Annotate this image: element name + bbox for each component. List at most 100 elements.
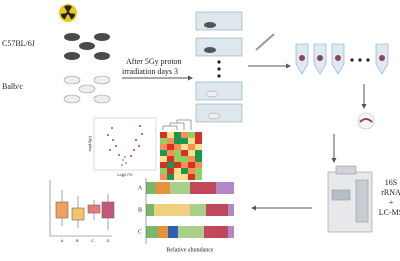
heatmap-cell bbox=[181, 132, 188, 138]
heatmap-cell bbox=[195, 156, 202, 162]
instrument-part bbox=[335, 165, 357, 175]
cages-part bbox=[195, 81, 243, 101]
analysis-text: rRNA bbox=[381, 188, 400, 197]
volcano-plot-part-part bbox=[135, 139, 137, 141]
caged-mice-part bbox=[205, 90, 219, 98]
abundance-segment bbox=[204, 226, 228, 238]
ellipsis-dots-part bbox=[217, 74, 221, 78]
treatment-text: After 5Gy proton bbox=[126, 57, 182, 66]
radiation-icon bbox=[59, 4, 77, 22]
group-label: A bbox=[61, 238, 64, 243]
heatmap-cell bbox=[160, 144, 167, 150]
instrument bbox=[327, 165, 373, 233]
group-label: B bbox=[76, 238, 79, 243]
abundance-segment bbox=[178, 226, 204, 238]
heatmap-cell bbox=[167, 156, 174, 162]
heatmap-cell bbox=[160, 132, 167, 138]
heatmap-cell bbox=[188, 162, 195, 168]
heatmap-cell bbox=[160, 162, 167, 168]
abundance-segment bbox=[206, 204, 228, 216]
heatmap-cell bbox=[195, 138, 202, 144]
heatmap-cell bbox=[167, 150, 174, 156]
mouse-group-dark-part bbox=[64, 33, 80, 41]
heatmap-cell bbox=[160, 156, 167, 162]
boxplot-part bbox=[87, 204, 101, 214]
ellipsis-dots-part bbox=[217, 67, 221, 71]
figure-part: A B C D bbox=[61, 238, 110, 243]
axis-label: -log10(p) bbox=[87, 135, 92, 152]
mouse-group-dark-part bbox=[79, 42, 95, 50]
ellipsis-dots-part bbox=[366, 58, 370, 62]
mouse-group-dark bbox=[64, 33, 110, 60]
row-label: A bbox=[138, 185, 143, 191]
row-label: B bbox=[138, 207, 142, 213]
ellipsis-dots bbox=[217, 60, 221, 78]
heatmap-cell bbox=[174, 150, 181, 156]
boxplot bbox=[49, 180, 115, 237]
volcano-plot-part-part bbox=[133, 149, 135, 151]
cages-part bbox=[195, 37, 243, 57]
cages-part bbox=[195, 11, 243, 31]
axis-label: Log2 FC bbox=[117, 172, 132, 177]
abundance-segment bbox=[158, 226, 168, 238]
heatmap-cell bbox=[188, 138, 195, 144]
abundance-segment bbox=[228, 204, 234, 216]
heatmap-cell bbox=[174, 156, 181, 162]
heatmap-cell bbox=[188, 132, 195, 138]
mouse-group-light-part bbox=[63, 75, 81, 85]
heatmap-cell bbox=[160, 168, 167, 174]
caged-mice-part bbox=[204, 47, 216, 53]
abundance-segment bbox=[168, 226, 178, 238]
analysis-text: + bbox=[389, 198, 394, 207]
mouse-group-dark-part bbox=[94, 33, 110, 41]
abundance-segment bbox=[190, 204, 206, 216]
heatmap-cell bbox=[160, 150, 167, 156]
dendrogram bbox=[162, 119, 192, 130]
volcano-plot-part-part bbox=[109, 149, 111, 151]
abundance-segment bbox=[190, 182, 216, 194]
volcano-plot-part bbox=[130, 125, 143, 157]
volcano-plot-part bbox=[107, 127, 120, 156]
group-label: C bbox=[91, 238, 94, 243]
heatmap-cell bbox=[167, 162, 174, 168]
heatmap-cell bbox=[195, 174, 202, 180]
mouse-group-light-part bbox=[63, 94, 81, 104]
axis-label: Relative abundance bbox=[166, 247, 213, 253]
heatmap-cell bbox=[188, 144, 195, 150]
heatmap-cell bbox=[181, 156, 188, 162]
heatmap-cell bbox=[195, 162, 202, 168]
strain-label: Balb/c bbox=[2, 82, 23, 91]
cages-part bbox=[195, 103, 243, 123]
abundance-segment bbox=[146, 226, 158, 238]
heatmap-cell bbox=[188, 150, 195, 156]
sample-icon bbox=[357, 112, 375, 130]
row-label: C bbox=[138, 229, 142, 235]
volcano-plot-part-part bbox=[138, 145, 140, 147]
volcano-plot-part-part bbox=[112, 139, 114, 141]
volcano-plot-part-part bbox=[122, 159, 124, 161]
instrument-part bbox=[355, 179, 369, 223]
mouse-group-light bbox=[63, 75, 111, 104]
abundance-segment bbox=[156, 182, 170, 194]
volcano-plot-part bbox=[121, 156, 127, 166]
caged-mice bbox=[204, 22, 221, 120]
heatmap-cell bbox=[174, 144, 181, 150]
heatmap-cell bbox=[174, 174, 181, 180]
heatmap-cell bbox=[181, 138, 188, 144]
heatmap bbox=[160, 119, 202, 180]
heatmap-cell bbox=[181, 150, 188, 156]
volcano-plot bbox=[93, 117, 157, 171]
heatmap-cell bbox=[174, 132, 181, 138]
volcano-plot-part-part bbox=[107, 134, 109, 136]
volcano-plot-part-part bbox=[118, 154, 120, 156]
volcano-plot-part-part bbox=[115, 145, 117, 147]
ellipsis-dots bbox=[350, 58, 370, 62]
abundance-segment bbox=[170, 182, 190, 194]
heatmap-cell bbox=[174, 138, 181, 144]
abundance-segment bbox=[228, 226, 234, 238]
ellipsis-dots-part bbox=[217, 60, 221, 64]
tube-contents-part bbox=[335, 55, 341, 61]
analysis-text: 16S bbox=[385, 178, 397, 187]
heatmap-cell bbox=[188, 168, 195, 174]
